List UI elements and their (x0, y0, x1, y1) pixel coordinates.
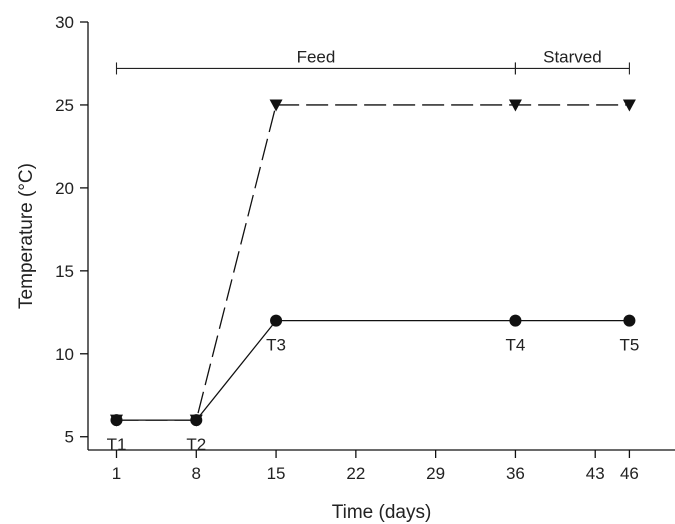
y-tick-label: 20 (55, 179, 74, 198)
series-2-point (109, 414, 123, 427)
x-tick-label: 43 (586, 464, 605, 483)
point-label: T3 (266, 336, 286, 355)
series-2-point (189, 414, 203, 427)
x-tick-label: 8 (192, 464, 201, 483)
series-1-point (623, 314, 636, 327)
point-label: T1 (107, 435, 127, 454)
x-tick-label: 46 (620, 464, 639, 483)
series-2-point (269, 99, 283, 112)
x-tick-label: 29 (426, 464, 445, 483)
series-2-point (622, 99, 636, 112)
x-axis-title: Time (days) (332, 502, 432, 523)
series-1-line (116, 319, 630, 421)
x-tick-label: 22 (346, 464, 365, 483)
phase-brackets: Feed Starved (115, 47, 630, 75)
axes: 5 10 15 20 25 30 1 8 15 22 29 36 43 46 (55, 13, 675, 483)
phase-label: Starved (543, 47, 602, 66)
series-1-point (270, 314, 283, 327)
y-tick-label: 5 (65, 428, 74, 447)
series-group (109, 99, 636, 427)
y-tick-label: 25 (55, 96, 74, 115)
y-tick-label: 10 (55, 345, 74, 364)
y-tick-label: 15 (55, 262, 74, 281)
y-tick-label: 30 (55, 13, 74, 32)
phase-label: Feed (297, 47, 336, 66)
point-label: T2 (186, 435, 206, 454)
point-labels: T1 T2 T3 T4 T5 (107, 336, 640, 455)
x-tick-label: 36 (506, 464, 525, 483)
point-label: T4 (506, 336, 526, 355)
series-1-point (509, 314, 522, 327)
series-2-point (508, 99, 522, 112)
point-label: T5 (619, 336, 639, 355)
y-axis-title: Temperature (°C) (16, 163, 37, 309)
x-tick-label: 15 (267, 464, 286, 483)
x-tick-label: 1 (112, 464, 121, 483)
series-2-line (116, 104, 630, 421)
